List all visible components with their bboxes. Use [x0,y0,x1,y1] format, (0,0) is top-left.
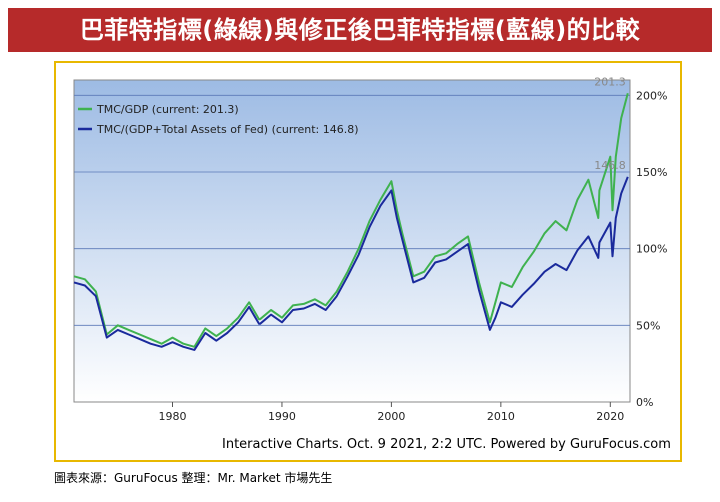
y-tick-label: 0% [636,396,653,409]
chart-credit: Interactive Charts. Oct. 9 2021, 2:2 UTC… [222,437,671,452]
legend-label-tmc-gdp-fed: TMC/(GDP+Total Assets of Fed) (current: … [96,123,359,136]
y-tick-label: 100% [636,243,667,256]
series-end-label: 146.8 [594,159,626,172]
series-end-label: 201.3 [594,75,626,88]
legend-label-tmc-gdp: TMC/GDP (current: 201.3) [96,103,239,116]
chart-canvas: 0% 50% 100% 150% 200% 1980 1990 2000 2010 2020 20… [73,75,667,423]
page-title-banner: 巴菲特指標(綠線)與修正後巴菲特指標(藍線)的比較 [8,8,712,52]
y-tick-label: 50% [636,319,660,332]
y-tick-label: 150% [636,166,667,179]
series-line-tmc-gdp [73,93,629,348]
x-tick-label: 2000 [377,410,405,423]
plot-area [73,79,631,403]
chart-frame: 0% 50% 100% 150% 200% 1980 1990 2000 2010 2020 20… [54,61,682,462]
x-tick-label: 1980 [159,410,187,423]
page-title: 巴菲特指標(綠線)與修正後巴菲特指標(藍線)的比較 [79,16,641,44]
x-tick-label: 2010 [487,410,515,423]
series-line-tmc-gdp-fed [73,176,629,351]
x-tick-label: 2020 [596,410,624,423]
source-note: 圖表來源：GuruFocus 整理：Mr. Market 市場先生 [54,471,333,485]
y-tick-label: 200% [636,89,667,102]
x-tick-label: 1990 [268,410,296,423]
